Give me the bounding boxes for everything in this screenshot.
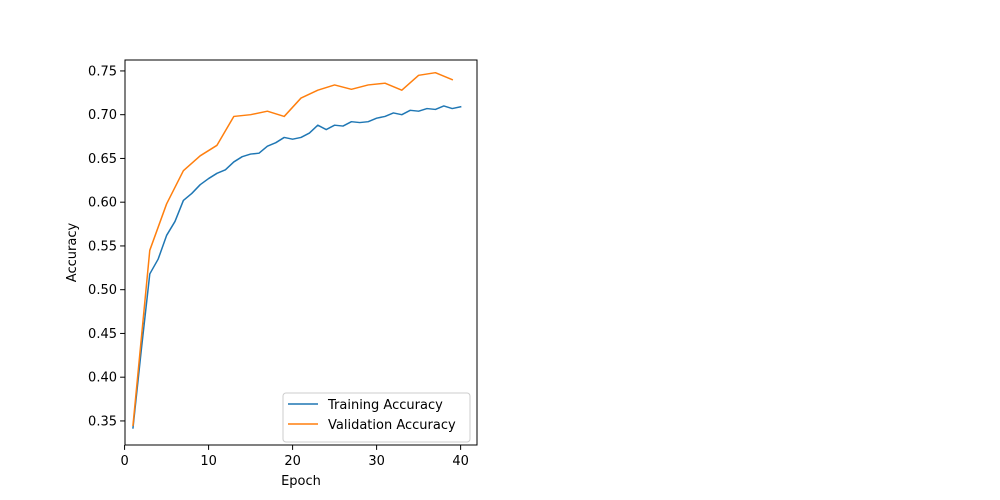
data-point-validation-accuracy	[418, 75, 420, 77]
data-point-training-accuracy	[384, 116, 386, 118]
data-point-training-accuracy	[208, 178, 210, 180]
legend: Training Accuracy Validation Accuracy	[282, 392, 471, 443]
y-tick-label: 0.35	[88, 414, 117, 429]
data-point-training-accuracy	[325, 129, 327, 131]
data-point-validation-accuracy	[166, 203, 168, 205]
data-point-training-accuracy	[275, 142, 277, 144]
data-point-validation-accuracy	[451, 79, 453, 81]
data-point-training-accuracy	[309, 132, 311, 134]
data-point-training-accuracy	[258, 152, 260, 154]
x-tick-label: 10	[200, 454, 217, 469]
x-axis-label: Epoch	[281, 474, 321, 489]
data-point-validation-accuracy	[199, 155, 201, 157]
y-tick-label: 0.50	[88, 283, 117, 298]
data-point-validation-accuracy	[367, 84, 369, 86]
data-point-training-accuracy	[250, 153, 252, 155]
axes-background	[125, 60, 477, 445]
legend-box	[282, 392, 471, 443]
data-point-validation-accuracy	[183, 170, 185, 172]
data-point-training-accuracy	[225, 169, 227, 171]
x-tick-label: 20	[284, 454, 301, 469]
data-point-training-accuracy	[426, 108, 428, 110]
data-point-training-accuracy	[292, 138, 294, 140]
data-point-training-accuracy	[376, 117, 378, 119]
data-point-training-accuracy	[283, 137, 285, 139]
data-point-training-accuracy	[233, 161, 235, 163]
data-point-training-accuracy	[367, 121, 369, 123]
y-axis-ticks: 0.35 0.40 0.45 0.50 0.55 0.60 0.65 0.70 0.75	[88, 64, 125, 429]
data-point-training-accuracy	[216, 173, 218, 175]
data-point-training-accuracy	[418, 110, 420, 112]
y-tick-label: 0.75	[88, 64, 117, 79]
data-point-training-accuracy	[300, 137, 302, 139]
data-point-training-accuracy	[409, 110, 411, 112]
y-tick-label: 0.45	[88, 327, 117, 342]
x-tick-label: 0	[120, 454, 128, 469]
data-point-training-accuracy	[393, 112, 395, 114]
data-point-training-accuracy	[359, 122, 361, 124]
data-point-validation-accuracy	[250, 114, 252, 116]
data-point-training-accuracy	[191, 193, 193, 195]
data-point-training-accuracy	[334, 124, 336, 126]
data-point-training-accuracy	[183, 200, 185, 202]
data-point-training-accuracy	[460, 106, 462, 108]
x-tick-label: 30	[368, 454, 385, 469]
data-point-training-accuracy	[149, 273, 151, 275]
y-tick-label: 0.40	[88, 371, 117, 386]
data-point-validation-accuracy	[132, 425, 134, 427]
data-point-validation-accuracy	[351, 89, 353, 91]
data-point-training-accuracy	[166, 235, 168, 237]
x-tick-label: 40	[452, 454, 469, 469]
data-point-validation-accuracy	[233, 116, 235, 118]
data-point-validation-accuracy	[216, 145, 218, 147]
data-point-validation-accuracy	[384, 82, 386, 84]
data-point-training-accuracy	[199, 184, 201, 186]
series-layer	[132, 71, 462, 429]
data-point-training-accuracy	[157, 258, 159, 260]
data-point-training-accuracy	[317, 124, 319, 126]
legend-label-training-accuracy: Training Accuracy	[327, 398, 443, 413]
data-point-validation-accuracy	[435, 72, 437, 74]
legend-label-validation-accuracy: Validation Accuracy	[328, 418, 456, 433]
y-axis-label: Accuracy	[65, 223, 80, 283]
data-point-training-accuracy	[435, 109, 437, 111]
x-axis-ticks: 0 10 20 30 40	[120, 445, 469, 469]
data-point-training-accuracy	[132, 427, 134, 429]
data-point-training-accuracy	[351, 121, 353, 123]
series-line-validation-accuracy	[132, 71, 454, 427]
data-point-validation-accuracy	[401, 89, 403, 91]
data-point-validation-accuracy	[267, 110, 269, 112]
data-point-validation-accuracy	[283, 116, 285, 118]
data-point-training-accuracy	[401, 114, 403, 116]
data-point-training-accuracy	[342, 125, 344, 127]
data-point-validation-accuracy	[300, 97, 302, 99]
data-point-training-accuracy	[241, 156, 243, 158]
data-point-training-accuracy	[443, 105, 445, 107]
data-point-training-accuracy	[267, 145, 269, 147]
data-point-validation-accuracy	[334, 84, 336, 86]
data-point-validation-accuracy	[317, 89, 319, 91]
data-point-validation-accuracy	[149, 250, 151, 252]
y-tick-label: 0.60	[88, 196, 117, 211]
y-tick-label: 0.55	[88, 239, 117, 254]
plot-area: 0 10 20 30 40 0.350.400.450.500.550.600.650.…	[88, 59, 478, 469]
y-tick-label: 0.65	[88, 152, 117, 167]
series-line-training-accuracy	[132, 105, 462, 429]
axes-frame	[124, 59, 478, 446]
y-tick-label: 0.70	[88, 108, 117, 123]
data-point-training-accuracy	[174, 221, 176, 223]
data-point-training-accuracy	[451, 108, 453, 110]
